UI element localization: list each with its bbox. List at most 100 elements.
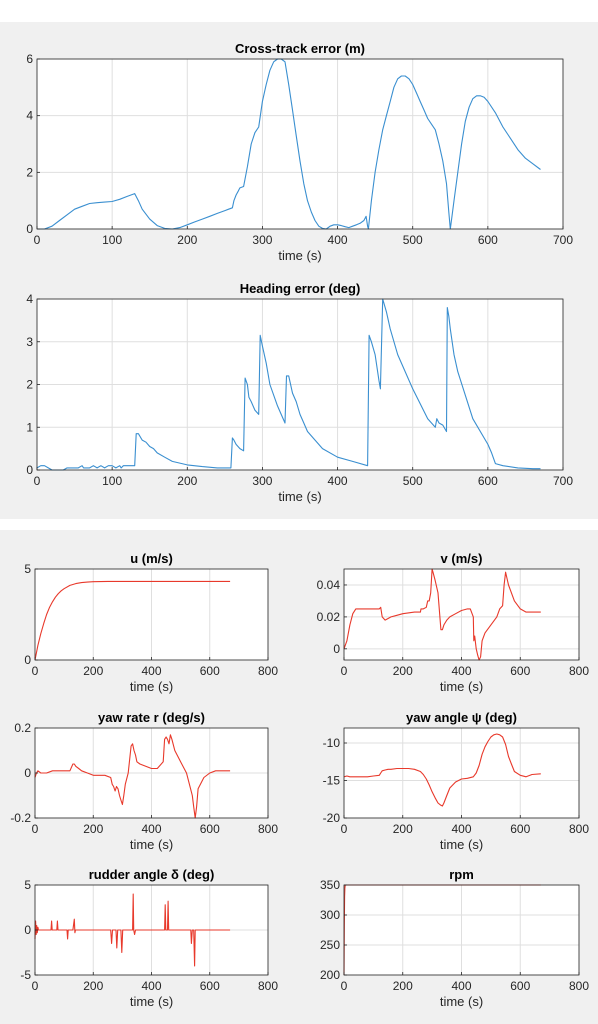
- plot-area: [37, 59, 563, 229]
- y-tick-label: 5: [24, 562, 31, 576]
- x-tick-label: 600: [510, 664, 530, 678]
- y-tick-label: -5: [20, 968, 31, 982]
- x-tick-label: 200: [83, 822, 103, 836]
- x-tick-label: 300: [252, 233, 272, 247]
- x-tick-label: 800: [569, 664, 589, 678]
- y-tick-label: -0.2: [10, 811, 31, 825]
- x-tick-label: 800: [258, 822, 278, 836]
- y-tick-label: -10: [323, 736, 341, 750]
- x-tick-label: 200: [393, 822, 413, 836]
- y-tick-label: 4: [26, 292, 33, 306]
- x-tick-label: 800: [569, 822, 589, 836]
- x-tick-label: 200: [177, 233, 197, 247]
- y-tick-label: 3: [26, 335, 33, 349]
- series-line-delta: [34, 893, 231, 967]
- y-tick-label: 1: [26, 420, 33, 434]
- x-axis-label: time (s): [278, 248, 321, 263]
- x-axis-label: time (s): [130, 679, 173, 694]
- y-tick-label: 300: [320, 908, 340, 922]
- chart-title: yaw angle ψ (deg): [406, 710, 517, 725]
- chart-he: 0 100 200 300 400 500 600 700 0 1 2 3 4 Heading error…: [26, 281, 573, 504]
- x-tick-label: 200: [83, 979, 103, 993]
- x-tick-label: 700: [553, 474, 573, 488]
- axes-box: [36, 58, 564, 230]
- x-tick-label: 0: [34, 474, 41, 488]
- y-tick-label: 0: [24, 923, 31, 937]
- x-tick-label: 400: [141, 664, 161, 678]
- x-tick-label: 600: [478, 233, 498, 247]
- x-tick-label: 0: [34, 233, 41, 247]
- x-tick-label: 600: [200, 979, 220, 993]
- chart-u: 0 200 400 600 800 0 5 u (m/s) time (s): [24, 551, 278, 694]
- chart-psi: 0 200 400 600 800 -20 -15 -10 yaw angle ψ (deg) t…: [323, 710, 590, 852]
- chart-title: v (m/s): [441, 551, 483, 566]
- x-tick-label: 400: [141, 979, 161, 993]
- y-tick-label: 0: [24, 653, 31, 667]
- x-tick-label: 400: [328, 233, 348, 247]
- x-tick-label: 0: [341, 822, 348, 836]
- x-tick-label: 500: [403, 233, 423, 247]
- y-tick-label: 0: [26, 463, 33, 477]
- x-tick-label: 200: [393, 664, 413, 678]
- x-tick-label: 0: [32, 822, 39, 836]
- x-tick-label: 500: [403, 474, 423, 488]
- x-tick-label: 300: [252, 474, 272, 488]
- chart-cte: 0 100 200 300 400 500 600 700 0 2 4 6 Cross-track er…: [26, 41, 573, 263]
- x-tick-label: 100: [102, 233, 122, 247]
- x-tick-label: 400: [451, 664, 471, 678]
- x-tick-label: 100: [102, 474, 122, 488]
- x-axis-label: time (s): [278, 489, 321, 504]
- x-tick-label: 600: [510, 979, 530, 993]
- y-tick-label: 350: [320, 878, 340, 892]
- chart-title: rudder angle δ (deg): [89, 867, 215, 882]
- chart-title: yaw rate r (deg/s): [98, 710, 205, 725]
- chart-title: Heading error (deg): [240, 281, 361, 296]
- x-axis-label: time (s): [440, 994, 483, 1009]
- x-tick-label: 200: [393, 979, 413, 993]
- x-tick-label: 800: [258, 979, 278, 993]
- y-tick-label: 2: [26, 165, 33, 179]
- series-line-u: [34, 580, 231, 661]
- y-tick-label: 5: [24, 878, 31, 892]
- x-tick-label: 200: [83, 664, 103, 678]
- x-tick-label: 0: [32, 664, 39, 678]
- x-tick-label: 200: [177, 474, 197, 488]
- y-tick-label: 0: [24, 766, 31, 780]
- x-axis-label: time (s): [130, 837, 173, 852]
- x-tick-label: 600: [200, 822, 220, 836]
- x-tick-label: 400: [451, 979, 471, 993]
- y-tick-label: 0: [26, 222, 33, 236]
- x-axis-label: time (s): [440, 679, 483, 694]
- series-line-r: [34, 734, 231, 819]
- chart-title: u (m/s): [130, 551, 173, 566]
- y-tick-label: 250: [320, 938, 340, 952]
- x-axis-label: time (s): [440, 837, 483, 852]
- y-tick-label: 0: [333, 642, 340, 656]
- y-tick-label: 6: [26, 52, 33, 66]
- x-tick-label: 800: [258, 664, 278, 678]
- x-tick-label: 0: [32, 979, 39, 993]
- series-line-v: [343, 568, 541, 661]
- y-tick-label: 200: [320, 968, 340, 982]
- x-tick-label: 400: [451, 822, 471, 836]
- chart-title: rpm: [449, 867, 474, 882]
- x-tick-label: 800: [569, 979, 589, 993]
- x-tick-label: 700: [553, 233, 573, 247]
- x-tick-label: 600: [200, 664, 220, 678]
- x-tick-label: 400: [141, 822, 161, 836]
- y-tick-label: 2: [26, 378, 33, 392]
- chart-v: 0 200 400 600 800 0 0.02 0.04 v (m/s) time (s): [317, 551, 590, 694]
- y-tick-label: -15: [323, 774, 341, 788]
- x-tick-label: 0: [341, 979, 348, 993]
- y-tick-label: 0.2: [14, 721, 31, 735]
- series-line-psi: [343, 733, 541, 807]
- x-tick-label: 600: [510, 822, 530, 836]
- chart-title: Cross-track error (m): [235, 41, 365, 56]
- x-tick-label: 0: [341, 664, 348, 678]
- x-tick-label: 400: [328, 474, 348, 488]
- series-line-he: [36, 298, 541, 471]
